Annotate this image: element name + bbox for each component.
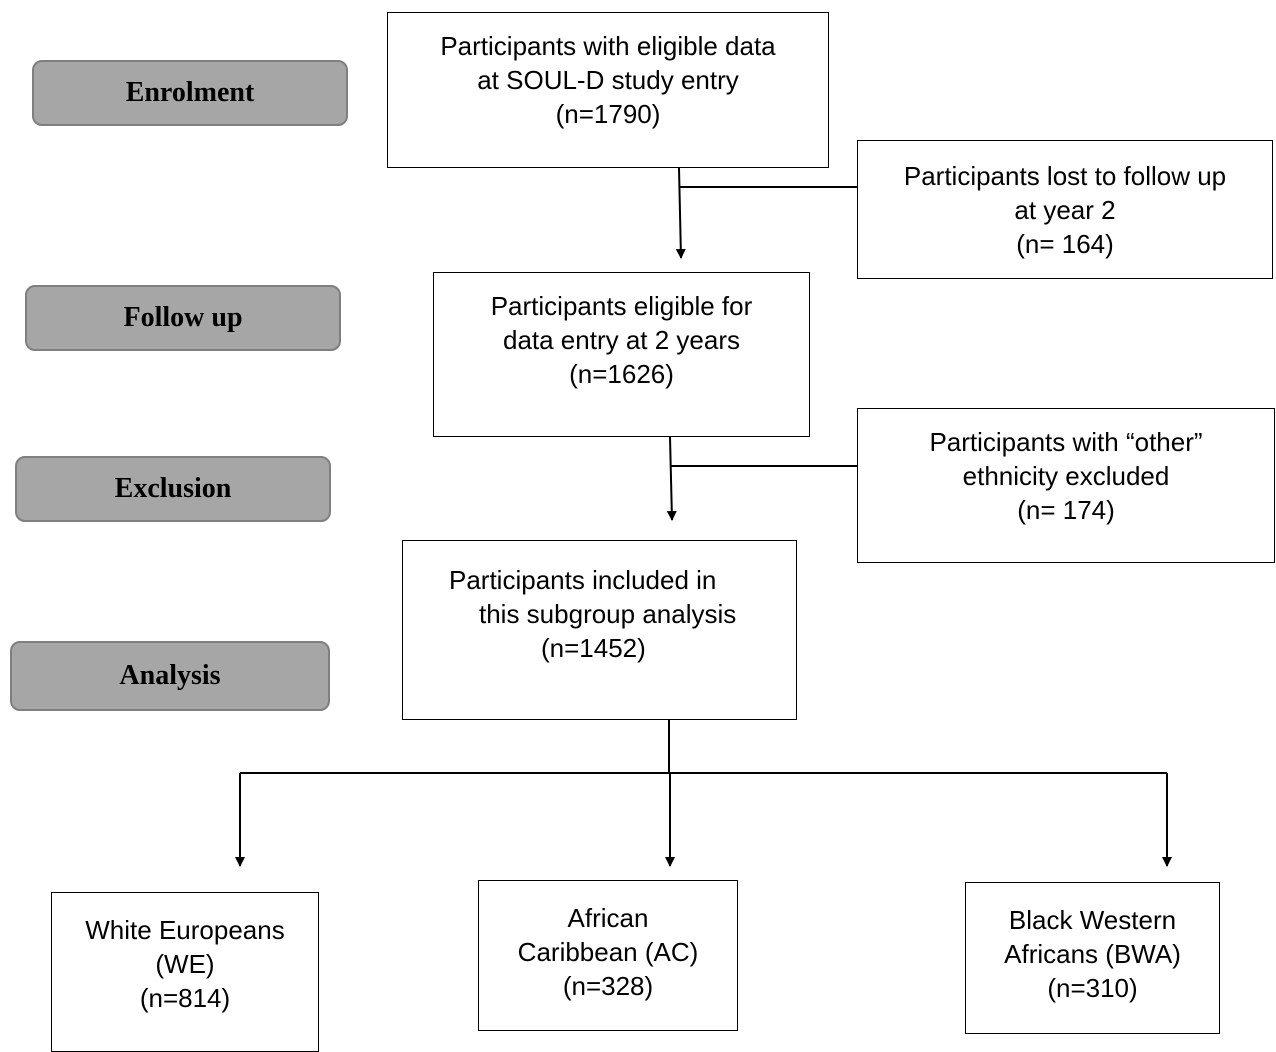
box-bwa-line-3: (n=310)	[1047, 973, 1138, 1003]
box-other-ethnicity: Participants with “other” ethnicity excl…	[857, 408, 1275, 563]
arrow-entry-to-eligible	[675, 167, 686, 259]
box-we-line-1: White Europeans	[85, 915, 285, 945]
box-lost-line-2: at year 2	[1014, 194, 1116, 225]
box-study-entry-line-3: (n=1790)	[555, 99, 661, 129]
box-included-line-2: this subgroup analysis	[479, 599, 737, 629]
box-study-entry-line-1: Participants with eligible data	[440, 31, 776, 61]
box-other-line-3: (n= 174)	[1017, 494, 1115, 525]
box-bwa-line-2: Africans (BWA)	[1004, 939, 1181, 969]
box-bwa-line-1: Black Western	[1008, 905, 1177, 935]
stage-analysis: Analysis	[10, 641, 330, 711]
box-eligible-line-2: data entry at 2 years	[502, 324, 741, 355]
box-included-line-1: Participants included in	[449, 565, 717, 595]
box-study-entry-line-2: at SOUL-D study entry	[477, 65, 739, 95]
box-black-western-africans: Black Western Africans (BWA) (n=310)	[965, 882, 1220, 1034]
box-eligible-line-1: Participants eligible for	[490, 290, 753, 321]
stage-enrolment: Enrolment	[32, 60, 348, 126]
box-white-europeans: White Europeans (WE) (n=814)	[51, 892, 319, 1052]
box-african-caribbean: African Caribbean (AC) (n=328)	[478, 880, 738, 1031]
box-ac-line-1: African	[567, 903, 649, 933]
box-ac-line-2: Caribbean (AC)	[517, 937, 699, 967]
stage-follow-up: Follow up	[25, 285, 341, 351]
box-other-line-1: Participants with “other”	[929, 426, 1203, 457]
box-we-line-2: (WE)	[155, 949, 215, 979]
box-study-entry: Participants with eligible data at SOUL-…	[387, 12, 829, 168]
box-included-line-3: (n=1452)	[541, 633, 646, 663]
arrow-eligible-to-included	[666, 436, 677, 521]
box-included-analysis: Participants included in this subgroup a…	[402, 540, 797, 720]
box-other-line-2: ethnicity excluded	[962, 460, 1170, 491]
box-ac-line-3: (n=328)	[562, 971, 654, 1001]
box-eligible-line-3: (n=1626)	[569, 358, 674, 389]
box-lost-follow-up: Participants lost to follow up at year 2…	[857, 140, 1273, 279]
box-lost-line-3: (n= 164)	[1016, 228, 1114, 259]
stage-exclusion: Exclusion	[15, 456, 331, 522]
box-we-line-3: (n=814)	[139, 983, 231, 1013]
box-lost-line-1: Participants lost to follow up	[903, 160, 1227, 191]
box-eligible-2-years: Participants eligible for data entry at …	[433, 272, 810, 437]
